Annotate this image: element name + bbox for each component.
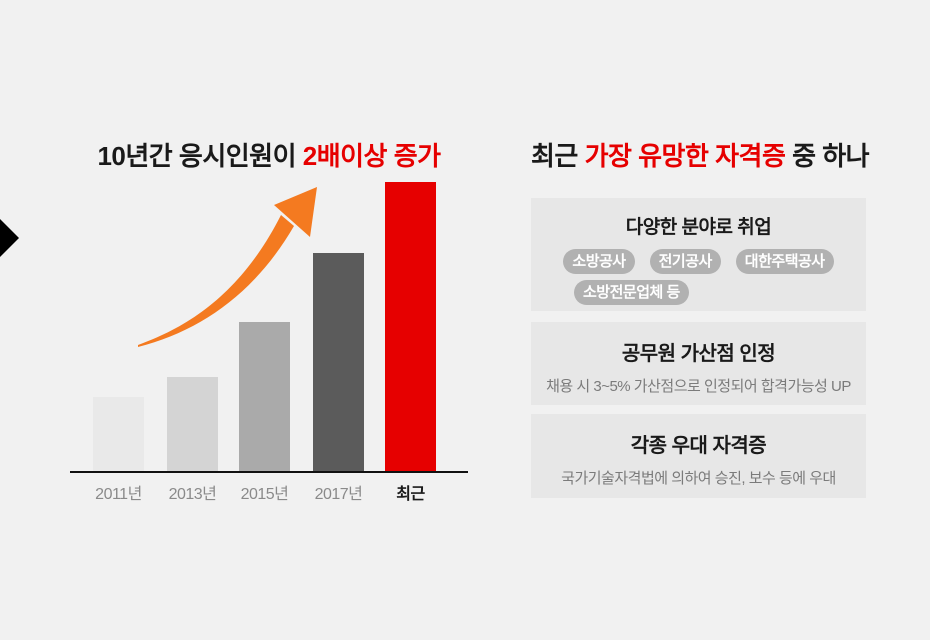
benefit-box-preferential-title: 각종 우대 자격증 [630, 435, 767, 457]
right-title-highlight: 가장 유망한 자격증 [584, 141, 786, 171]
employment-field-pill: 소방공사 [563, 249, 635, 274]
x-axis-label: 최근 [396, 486, 425, 503]
benefit-box-bonus-points: 공무원 가산점 인정 채용 시 3~5% 가산점으로 인정되어 합격가능성 UP [531, 322, 866, 405]
bar-2017년 [313, 253, 364, 471]
bar-최근 [385, 182, 436, 471]
right-panel-title: 최근 가장 유망한 자격증 중 하나 [531, 136, 870, 173]
employment-field-pill: 전기공사 [649, 249, 721, 274]
chart-title-pre: 10년간 응시인원이 [97, 141, 303, 171]
left-edge-arrow-icon [0, 219, 19, 257]
axis-labels: 2011년 2013년 2015년 2017년 최근 [70, 480, 468, 503]
bar-2015년 [239, 322, 290, 471]
x-axis-label: 2013년 [168, 486, 217, 503]
x-axis-label: 2015년 [240, 486, 289, 503]
benefit-box-preferential-subtitle: 국가기술자격법에 의하여 승진, 보수 등에 우대 [561, 470, 836, 487]
x-axis-label: 2017년 [314, 486, 363, 503]
benefit-box-employment-title: 다양한 분야로 취업 [625, 217, 772, 238]
benefit-box-employment: 다양한 분야로 취업 소방공사 전기공사 대한주택공사 소방전문업체 등 [531, 198, 866, 311]
benefit-box-bonus-subtitle: 채용 시 3~5% 가산점으로 인정되어 합격가능성 UP [546, 378, 851, 395]
chart-title-highlight: 2배이상 증가 [302, 141, 441, 171]
bar-chart [70, 182, 468, 473]
growth-arrow-icon [138, 187, 317, 347]
employment-field-pill: 대한주택공사 [735, 249, 834, 274]
benefit-box-bonus-title: 공무원 가산점 인정 [621, 343, 776, 365]
bar-2011년 [93, 397, 144, 471]
employment-field-pill: 소방전문업체 등 [574, 280, 689, 305]
chart-title: 10년간 응시인원이 2배이상 증가 [70, 136, 468, 173]
bar-2013년 [167, 377, 218, 471]
right-title-post: 중 하나 [785, 141, 870, 171]
x-axis-label: 2011년 [95, 486, 142, 503]
pill-row-1: 소방공사 전기공사 대한주택공사 [531, 249, 866, 274]
right-title-pre: 최근 [531, 141, 585, 171]
pill-row-2: 소방전문업체 등 [531, 280, 866, 305]
benefit-box-preferential: 각종 우대 자격증 국가기술자격법에 의하여 승진, 보수 등에 우대 [531, 414, 866, 498]
